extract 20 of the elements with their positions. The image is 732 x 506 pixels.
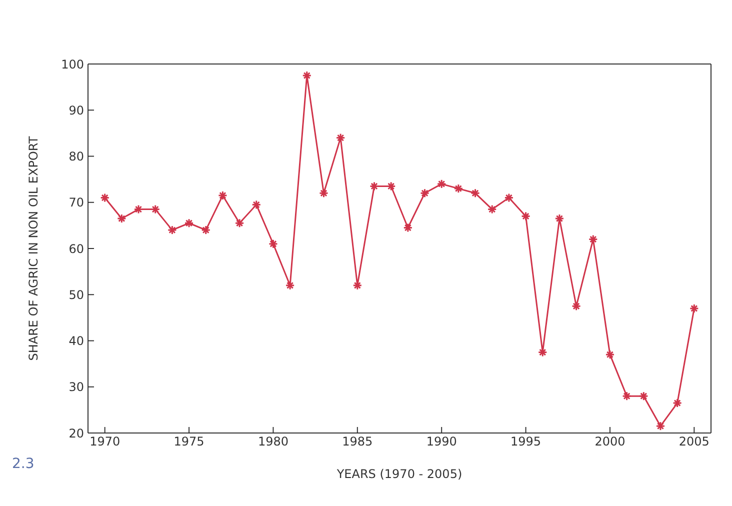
x-tick-label: 1970 bbox=[90, 434, 120, 449]
y-tick-label: 50 bbox=[68, 288, 84, 302]
y-tick-label: 20 bbox=[68, 426, 84, 440]
text: 2.3 bbox=[12, 456, 34, 472]
y-tick-label: 40 bbox=[68, 334, 84, 348]
y-tick-label: 70 bbox=[68, 196, 84, 210]
y-tick-label: 60 bbox=[68, 242, 84, 256]
x-tick-label: 1985 bbox=[342, 434, 373, 449]
y-tick-label: 30 bbox=[68, 380, 84, 394]
x-tick-label: 1980 bbox=[258, 434, 288, 449]
y-axis-title: SHARE OF AGRIC IN NON OIL EXPORT bbox=[26, 136, 40, 361]
y-tick-label: 100 bbox=[61, 57, 84, 72]
y-tick-label: 80 bbox=[68, 150, 84, 164]
x-tick-label: 2000 bbox=[594, 434, 626, 449]
x-tick-label: 2005 bbox=[678, 434, 710, 449]
x-tick-label: 1995 bbox=[510, 434, 542, 449]
x-axis-title: YEARS (1970 - 2005) bbox=[336, 467, 462, 481]
y-tick-label: 90 bbox=[68, 103, 84, 118]
x-tick-label: 1990 bbox=[426, 434, 457, 449]
x-tick-label: 1975 bbox=[174, 434, 204, 449]
